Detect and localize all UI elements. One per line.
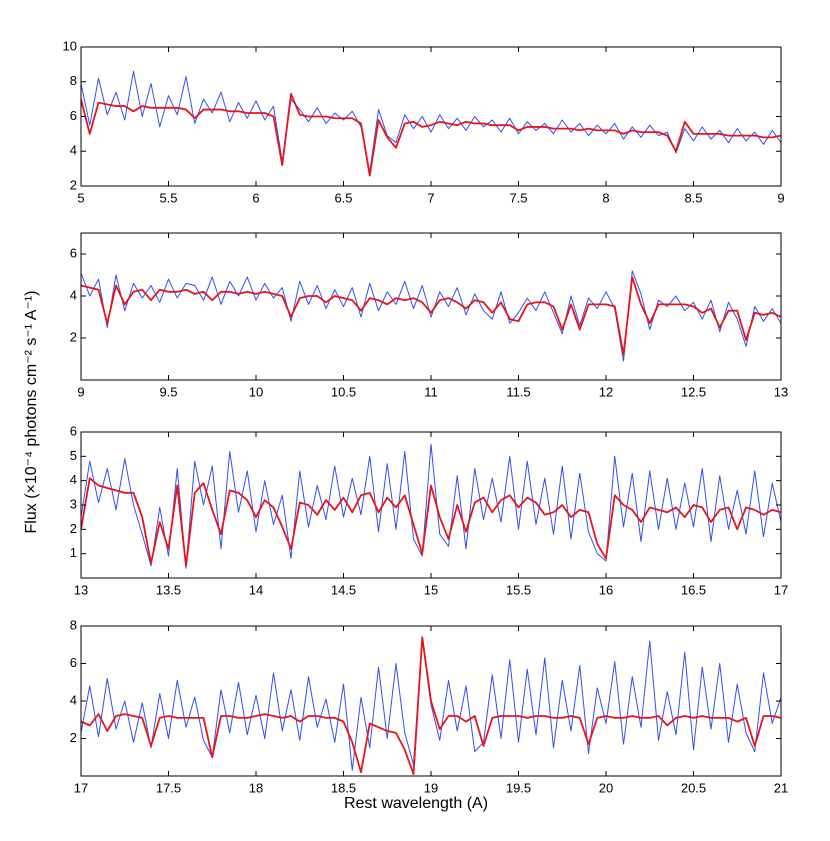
x-tick-label: 10.5: [331, 384, 356, 399]
y-tick-label: 6: [70, 245, 77, 260]
x-tick-label: 9: [777, 190, 784, 205]
x-tick-label: 17: [74, 780, 88, 795]
x-tick-label: 21: [774, 780, 788, 795]
y-tick-label: 6: [70, 655, 77, 670]
x-tick-label: 15.5: [506, 582, 531, 597]
x-tick-label: 18: [249, 780, 263, 795]
y-tick-label: 8: [70, 73, 77, 88]
x-tick-label: 5.5: [159, 190, 177, 205]
data-line: [81, 70, 781, 173]
plot-area: [81, 636, 781, 776]
x-tick-label: 10: [249, 384, 263, 399]
y-tick-label: 2: [70, 730, 77, 745]
y-tick-label: 2: [70, 177, 77, 192]
plot-area: [81, 270, 781, 362]
x-tick-label: 13.5: [156, 582, 181, 597]
model-line: [81, 636, 781, 776]
x-tick-label: 9: [77, 384, 84, 399]
y-tick-label: 4: [70, 287, 77, 302]
model-line: [81, 477, 781, 567]
axes-box: [80, 46, 782, 187]
x-tick-label: 15: [424, 582, 438, 597]
axes-box: [80, 431, 782, 579]
y-tick-label: 1: [70, 545, 77, 560]
y-tick-label: 3: [70, 496, 77, 511]
x-tick-label: 17: [774, 582, 788, 597]
x-tick-label: 8.5: [684, 190, 702, 205]
y-tick-label: 4: [70, 692, 77, 707]
y-tick-label: 6: [70, 423, 77, 438]
x-tick-label: 16: [599, 582, 613, 597]
x-tick-label: 13: [774, 384, 788, 399]
x-tick-label: 13: [74, 582, 88, 597]
y-tick-label: 2: [70, 521, 77, 536]
x-tick-label: 14: [249, 582, 263, 597]
y-tick-label: 4: [70, 143, 77, 158]
x-tick-label: 12.5: [681, 384, 706, 399]
x-tick-label: 11.5: [506, 384, 530, 399]
x-tick-label: 20: [599, 780, 613, 795]
x-tick-label: 11: [424, 384, 438, 399]
plot-area: [81, 70, 781, 177]
x-tick-label: 19.5: [506, 780, 531, 795]
x-tick-label: 6: [252, 190, 259, 205]
model-line: [81, 276, 781, 356]
x-tick-label: 16.5: [681, 582, 706, 597]
y-tick-label: 8: [70, 617, 77, 632]
y-tick-label: 10: [63, 38, 77, 53]
x-tick-label: 17.5: [156, 780, 181, 795]
data-line: [81, 443, 781, 569]
x-tick-label: 14.5: [331, 582, 356, 597]
data-line: [81, 638, 781, 771]
x-axis-label: Rest wavelength (A): [344, 795, 488, 812]
x-tick-label: 7: [427, 190, 434, 205]
data-line: [81, 270, 781, 362]
y-tick-label: 4: [70, 472, 77, 487]
x-tick-label: 9.5: [159, 384, 177, 399]
x-tick-label: 20.5: [681, 780, 706, 795]
x-tick-label: 7.5: [509, 190, 527, 205]
y-axis-label: Flux (×10⁻⁴ photons cm⁻² s⁻¹ A⁻¹): [23, 291, 40, 534]
x-tick-label: 6.5: [334, 190, 352, 205]
x-tick-label: 12: [599, 384, 613, 399]
x-tick-label: 18.5: [331, 780, 356, 795]
x-tick-label: 5: [77, 190, 84, 205]
plot-area: [81, 443, 781, 569]
x-tick-label: 8: [602, 190, 609, 205]
x-tick-label: 19: [424, 780, 438, 795]
axes-box: [80, 232, 782, 381]
y-tick-label: 6: [70, 108, 77, 123]
y-tick-label: 5: [70, 448, 77, 463]
model-line: [81, 93, 781, 177]
y-tick-label: 2: [70, 329, 77, 344]
